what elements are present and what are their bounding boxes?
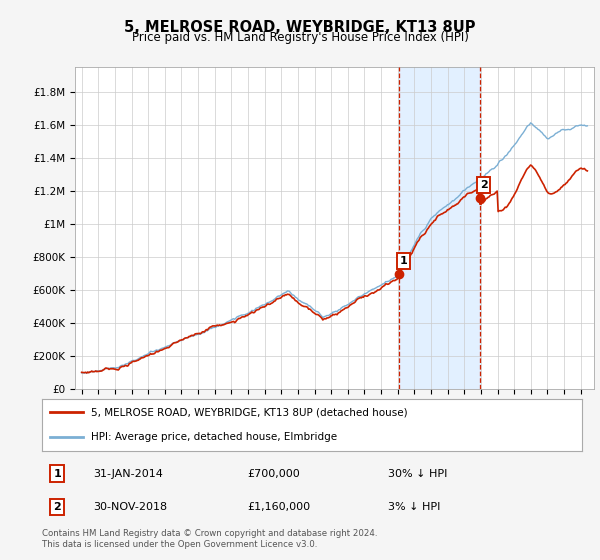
Text: 1: 1: [400, 256, 407, 266]
Text: Price paid vs. HM Land Registry's House Price Index (HPI): Price paid vs. HM Land Registry's House …: [131, 31, 469, 44]
Text: 31-JAN-2014: 31-JAN-2014: [94, 469, 163, 479]
Text: 1: 1: [53, 469, 61, 479]
Text: 2: 2: [480, 180, 488, 190]
Text: HPI: Average price, detached house, Elmbridge: HPI: Average price, detached house, Elmb…: [91, 432, 337, 442]
Text: £1,160,000: £1,160,000: [247, 502, 310, 512]
Text: 3% ↓ HPI: 3% ↓ HPI: [388, 502, 440, 512]
Text: 30-NOV-2018: 30-NOV-2018: [94, 502, 167, 512]
Text: 2: 2: [53, 502, 61, 512]
Text: £700,000: £700,000: [247, 469, 300, 479]
Text: Contains HM Land Registry data © Crown copyright and database right 2024.
This d: Contains HM Land Registry data © Crown c…: [42, 529, 377, 549]
Text: 5, MELROSE ROAD, WEYBRIDGE, KT13 8UP: 5, MELROSE ROAD, WEYBRIDGE, KT13 8UP: [124, 20, 476, 35]
Text: 30% ↓ HPI: 30% ↓ HPI: [388, 469, 447, 479]
Bar: [399, 67, 479, 389]
Text: 5, MELROSE ROAD, WEYBRIDGE, KT13 8UP (detached house): 5, MELROSE ROAD, WEYBRIDGE, KT13 8UP (de…: [91, 407, 407, 417]
